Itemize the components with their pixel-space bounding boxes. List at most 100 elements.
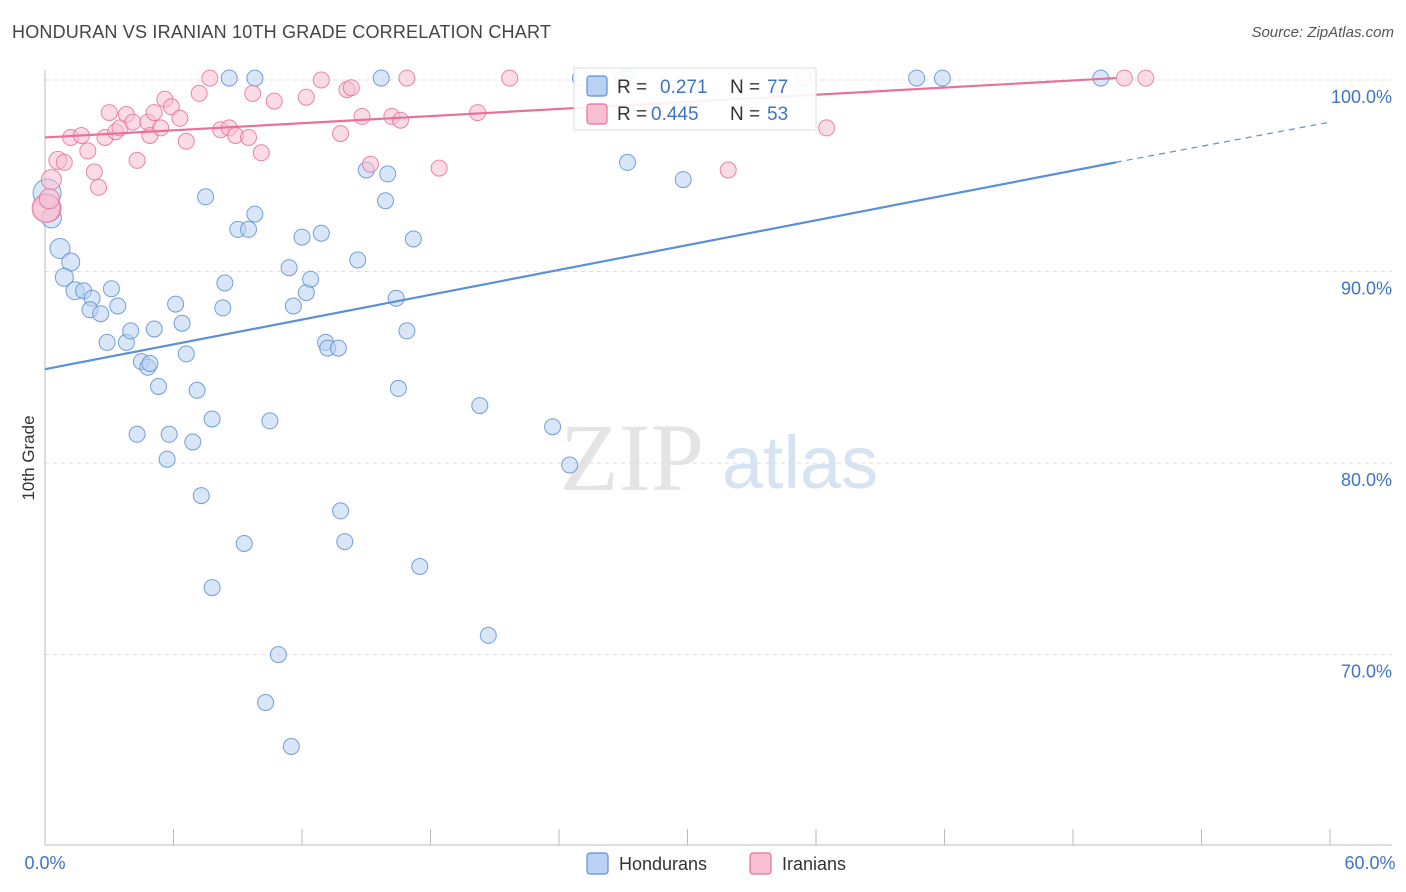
- watermark-atlas: atlas: [722, 421, 878, 504]
- point-iranian: [190, 84, 208, 102]
- legend-r-value-1: 0.271: [660, 77, 708, 98]
- point-iranian: [128, 151, 146, 169]
- point-honduran: [933, 69, 951, 87]
- x-tick-label-min: 0.0%: [24, 853, 65, 873]
- point-honduran: [203, 579, 221, 597]
- series-legend: Hondurans Iranians: [586, 852, 846, 875]
- point-honduran: [158, 450, 176, 468]
- point-iranian: [501, 69, 519, 87]
- point-iranian: [1137, 69, 1155, 87]
- point-honduran: [280, 259, 298, 277]
- point-honduran: [336, 533, 354, 551]
- point-honduran: [377, 192, 394, 210]
- axes: [44, 70, 1392, 846]
- point-iranian: [332, 125, 350, 143]
- point-iranian: [240, 129, 257, 146]
- point-honduran: [128, 425, 146, 443]
- point-iranian: [297, 88, 315, 106]
- point-iranian: [152, 119, 170, 137]
- point-iranian: [145, 104, 163, 122]
- point-honduran: [471, 397, 489, 415]
- x-tick-label-max: 60.0%: [1344, 853, 1395, 873]
- point-honduran: [908, 69, 926, 87]
- point-honduran: [398, 322, 416, 340]
- y-tick-label: 100.0%: [1331, 87, 1392, 107]
- source-credit: Source: ZipAtlas.com: [1251, 24, 1394, 41]
- point-iranian: [100, 104, 118, 122]
- bottom-legend-label-iranians: Iranians: [782, 854, 846, 874]
- y-axis-label: 10th Grade: [19, 415, 38, 500]
- point-honduran: [332, 502, 350, 520]
- point-iranian: [430, 159, 448, 177]
- point-honduran: [379, 165, 397, 183]
- point-iranian: [124, 113, 142, 131]
- legend-n-label-2: N =: [730, 104, 760, 125]
- point-iranian: [252, 144, 270, 162]
- legend-swatch-iranians: [586, 103, 608, 125]
- point-honduran: [145, 320, 163, 338]
- point-honduran: [349, 251, 367, 269]
- point-honduran: [387, 289, 405, 307]
- point-honduran: [372, 69, 390, 87]
- point-honduran: [261, 412, 279, 430]
- watermark: ZIP atlas: [560, 404, 878, 511]
- point-honduran: [122, 322, 140, 340]
- point-honduran: [302, 270, 320, 288]
- point-honduran: [235, 535, 253, 552]
- legend-n-label-1: N =: [730, 77, 760, 98]
- trend-line-hondurans: [44, 161, 1117, 371]
- point-honduran: [220, 69, 238, 87]
- point-honduran: [246, 205, 264, 223]
- point-honduran: [102, 280, 120, 298]
- point-iranian: [40, 169, 62, 191]
- point-honduran: [293, 228, 311, 246]
- point-iranian: [90, 178, 107, 196]
- point-honduran: [329, 339, 347, 357]
- legend-swatch-hondurans: [586, 75, 608, 97]
- y-tick-label: 90.0%: [1341, 279, 1392, 299]
- point-honduran: [284, 297, 302, 315]
- point-honduran: [389, 379, 407, 397]
- gridlines: [45, 79, 1392, 656]
- point-iranian: [85, 163, 103, 181]
- point-iranian: [177, 132, 195, 150]
- point-honduran: [173, 314, 191, 332]
- point-honduran: [674, 171, 692, 189]
- point-honduran: [404, 230, 422, 248]
- point-honduran: [203, 410, 221, 428]
- point-iranian: [353, 107, 371, 125]
- point-honduran: [160, 425, 178, 443]
- point-honduran: [150, 378, 167, 395]
- point-iranian: [818, 119, 836, 137]
- bottom-legend-swatch-hondurans: [586, 852, 609, 875]
- point-honduran: [184, 433, 202, 451]
- point-honduran: [282, 738, 300, 755]
- legend-r-value-2: 0.445: [651, 104, 699, 125]
- point-honduran: [411, 558, 429, 575]
- point-honduran: [49, 238, 71, 259]
- point-iranian: [55, 153, 73, 171]
- legend-r-label-2: R =: [617, 104, 647, 125]
- point-honduran: [141, 355, 159, 372]
- point-iranian: [1115, 69, 1133, 87]
- bottom-legend-swatch-iranians: [749, 852, 772, 875]
- point-honduran: [54, 267, 74, 287]
- point-iranian: [265, 92, 283, 110]
- point-honduran: [257, 694, 275, 711]
- point-honduran: [561, 456, 579, 474]
- point-iranian: [398, 69, 416, 87]
- point-iranian: [79, 142, 97, 160]
- bottom-legend-label-hondurans: Hondurans: [619, 854, 707, 874]
- trend-line-hondurans-extension: [1115, 121, 1331, 163]
- point-honduran: [192, 487, 210, 505]
- chart-title: HONDURAN VS IRANIAN 10TH GRADE CORRELATI…: [12, 22, 552, 42]
- point-iranian: [392, 111, 409, 129]
- legend-n-value-2: 53: [767, 104, 788, 125]
- point-honduran: [188, 381, 206, 399]
- y-tick-label: 70.0%: [1341, 662, 1392, 682]
- watermark-zip: ZIP: [560, 404, 704, 511]
- point-honduran: [312, 224, 330, 242]
- point-honduran: [214, 299, 232, 317]
- point-honduran: [246, 69, 264, 87]
